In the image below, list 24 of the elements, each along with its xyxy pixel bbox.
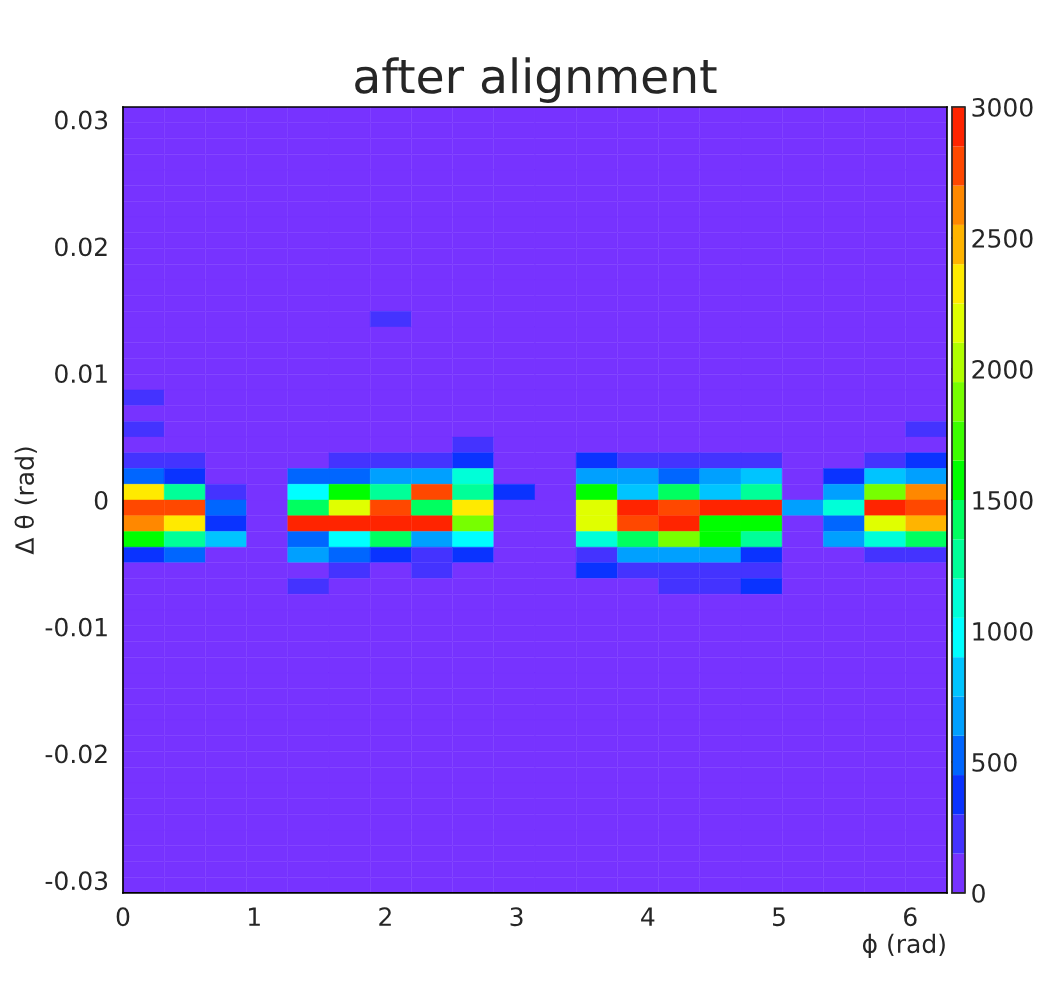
color-bar-label: 500 [972,752,1017,772]
y-tick-label: 0 [94,490,108,510]
y-tick-label: -0.01 [45,617,107,637]
x-tick-label: 4 [641,907,655,926]
x-tick-label: 3 [510,907,523,927]
y-tick-label: 0.03 [55,110,108,130]
color-bar-label: 3000 [972,97,1033,117]
x-tick-label: 2 [379,907,391,926]
x-tick-label: 1 [248,907,260,926]
y-tick-label: 0.01 [55,364,107,384]
y-tick-label: 0.02 [55,237,107,257]
color-bar-label: 0 [972,883,985,903]
x-tick-label: 6 [904,907,917,927]
chart-title: after alignment [355,57,717,103]
x-tick-label: 5 [773,907,785,927]
color-bar-label: 2000 [972,359,1033,379]
y-tick-label: -0.02 [45,744,107,764]
color-bar-label: 1500 [973,490,1033,510]
x-tick-label: 0 [116,907,130,927]
color-bar-label: 1000 [973,621,1033,641]
y-tick-label: -0.03 [45,871,108,891]
x-axis-title: ϕ (rad) [862,933,945,959]
color-bar-label: 2500 [972,228,1033,248]
y-axis-title: Δ θ (rad) [14,447,37,555]
